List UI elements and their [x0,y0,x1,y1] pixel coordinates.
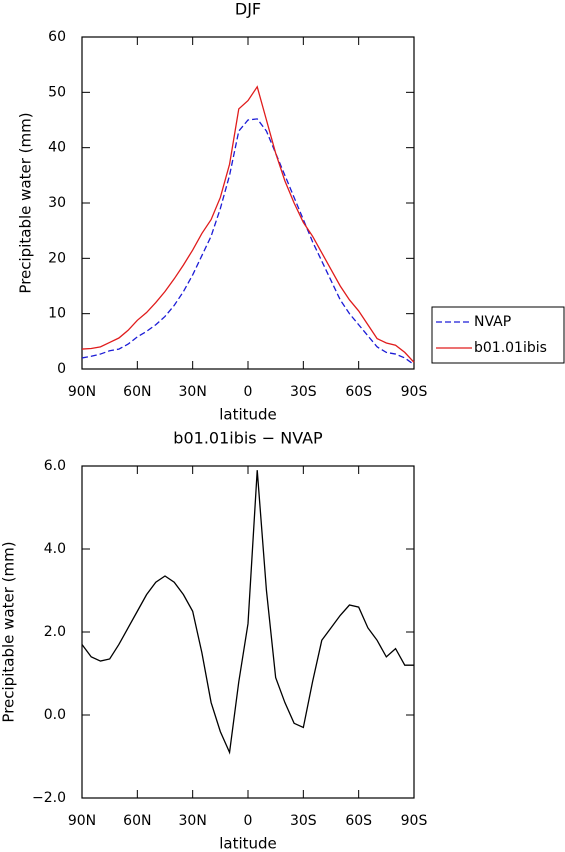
y-tick-label: 2.0 [44,624,66,640]
chart-title: b01.01ibis − NVAP [173,429,323,448]
y-tick-label: 4.0 [44,541,66,557]
x-tick-label: 60S [345,384,372,400]
x-tick-label: 60S [345,813,372,829]
legend-box [431,306,565,364]
legend-label: NVAP [474,314,511,330]
y-tick-label: 20 [48,250,66,266]
x-tick-label: 90S [401,813,428,829]
y-tick-label: 10 [48,306,66,322]
data-line [81,118,415,366]
x-tick-label: 0 [244,384,253,400]
y-axis-label: Precipitable water (mm) [17,112,35,293]
x-tick-label: 30N [179,813,207,829]
legend-label: b01.01ibis [474,340,547,356]
data-line [81,85,415,363]
x-tick-label: 30S [290,813,317,829]
x-tick-label: 90S [401,384,428,400]
y-tick-label: −2.0 [32,790,66,806]
y-tick-label: 0.0 [44,707,66,723]
y-tick-label: 30 [48,195,66,211]
y-tick-label: 40 [48,140,66,156]
y-tick-label: 60 [48,29,66,45]
x-tick-label: 90N [68,813,96,829]
y-tick-label: 6.0 [44,458,66,474]
data-line [81,470,414,755]
x-tick-label: 90N [68,384,96,400]
y-axis-label: Precipitable water (mm) [0,541,18,722]
x-tick-label: 30S [290,384,317,400]
x-tick-label: 0 [244,813,253,829]
x-axis-label: latitude [219,406,277,424]
x-axis-label: latitude [219,835,277,852]
x-tick-label: 30N [179,384,207,400]
y-tick-label: 0 [57,361,66,377]
chart-title: DJF [235,0,261,19]
y-tick-label: 50 [48,84,66,100]
x-tick-label: 60N [123,813,151,829]
plot-frame [81,465,415,799]
x-tick-label: 60N [123,384,151,400]
